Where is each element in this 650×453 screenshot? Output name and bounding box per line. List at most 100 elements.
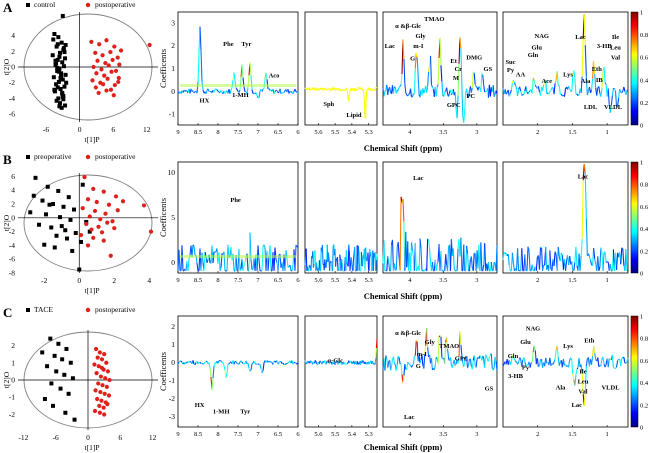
x-tick-label: 5.4	[348, 431, 357, 438]
spectrum-segment	[521, 93, 524, 96]
legend-marker-control	[26, 3, 30, 7]
spectrum-segment	[452, 248, 455, 269]
colorbar-tick: 0	[640, 123, 643, 130]
spectrum-segment	[286, 257, 289, 268]
metabolite-label: LDL	[584, 104, 598, 111]
score-point-postoperative	[99, 398, 104, 403]
spectrum-segment	[435, 264, 438, 271]
spectrum-segment	[575, 369, 578, 376]
spectrum-segment	[600, 88, 603, 97]
score-point-preoperative	[66, 195, 71, 200]
spectrum-segment	[600, 358, 603, 367]
spectrum-segment	[348, 244, 350, 252]
spectrum-segment	[487, 262, 490, 271]
spectrum-segment	[202, 363, 205, 365]
score-point-control	[54, 61, 59, 66]
metabolite-label: M	[453, 75, 459, 82]
x-tick-label: 4	[408, 277, 412, 284]
spectrum-segment	[261, 88, 264, 92]
score-point-preoperative	[47, 202, 52, 207]
score-point-postoperative	[118, 48, 124, 53]
spectrum-segment	[479, 355, 482, 358]
spectrum-segment	[407, 361, 410, 364]
spectrum-segment	[545, 357, 548, 364]
score-point-control	[55, 42, 60, 47]
colorbar-tick: 0.6	[640, 55, 649, 62]
spectrum-segment	[336, 88, 339, 91]
spectrum-segment	[584, 366, 587, 393]
spectrum-segment	[480, 73, 483, 92]
spectrum-segment	[614, 90, 618, 107]
spectrum-segment	[517, 361, 520, 365]
metabolite-label: HX	[200, 97, 210, 104]
spectrum-segment	[243, 262, 246, 267]
spectrum-segment	[374, 358, 377, 364]
metabolite-label: Aco	[269, 73, 280, 80]
spectrum-segment	[239, 268, 242, 272]
spectrum-segment	[398, 357, 401, 365]
score-point-TACE	[72, 417, 77, 422]
spectrum-segment	[419, 359, 422, 364]
spectrum-segment	[337, 361, 340, 365]
score-point-preoperative	[44, 212, 48, 217]
spectrum-segment	[371, 89, 374, 92]
spectrum-segment	[599, 247, 602, 268]
metabolite-label: Eth	[592, 66, 603, 73]
spectrum-segment	[367, 252, 370, 271]
loading-x-label: Chemical Shift (ppm)	[364, 291, 443, 301]
spectrum-segment	[514, 84, 518, 90]
spectrum-segment	[423, 90, 426, 94]
spectrum-segment	[607, 358, 610, 368]
score-point-preoperative	[79, 239, 83, 244]
score-x-tick: -6	[43, 125, 49, 134]
spectrum-segment	[284, 250, 287, 271]
spectrum-segment	[223, 251, 226, 271]
score-point-postoperative	[102, 391, 107, 396]
score-point-preoperative	[56, 188, 61, 193]
score-point-postoperative	[101, 189, 106, 194]
spectrum-segment	[470, 256, 473, 269]
spectrum-segment	[484, 243, 487, 271]
spectrum-segment	[559, 252, 562, 262]
spectrum-segment	[511, 354, 514, 359]
score-point-preoperative	[73, 231, 78, 235]
spectrum-segment	[268, 88, 271, 91]
spectrum-segment	[255, 92, 258, 96]
score-point-TACE	[62, 372, 67, 377]
spectrum-segment	[578, 358, 581, 368]
spectrum-segment	[626, 357, 629, 363]
loading-x-label: Chemical Shift (ppm)	[364, 442, 443, 452]
spectrum-segment	[466, 88, 469, 96]
spectrum-segment	[228, 362, 231, 365]
spectrum-segment	[408, 93, 410, 95]
spectrum-segment	[572, 373, 575, 380]
spectrum-segment	[196, 263, 199, 271]
loading-y-tick: 2	[171, 322, 175, 331]
spectrum-segment	[322, 263, 325, 266]
spectrum-segment	[583, 392, 586, 406]
spectrum-segment	[505, 92, 508, 95]
baseline-band	[180, 255, 296, 259]
score-point-postoperative	[103, 376, 108, 381]
score-point-postoperative	[85, 243, 91, 248]
score-point-postoperative	[141, 203, 147, 208]
score-point-postoperative	[99, 365, 105, 371]
spectrum-segment	[321, 87, 324, 91]
spectrum-segment	[313, 250, 316, 265]
spectrum-segment	[208, 362, 211, 369]
spectrum-segment	[602, 357, 605, 365]
spectrum-segment	[424, 345, 427, 354]
spectrum-segment	[362, 360, 365, 363]
spectrum-segment	[538, 359, 542, 366]
colorbar-tick: 0.8	[640, 32, 648, 39]
spectrum-segment	[585, 218, 588, 256]
spectrum-segment	[573, 262, 576, 271]
spectrum-segment	[596, 87, 599, 96]
spectrum-segment	[395, 246, 398, 270]
spectrum-segment	[387, 256, 390, 263]
spectrum-segment	[465, 245, 468, 271]
loading-y-tick: 1	[171, 340, 175, 349]
x-tick-label: 5.5	[331, 129, 339, 136]
spectrum-segment	[548, 91, 551, 95]
score-point-postoperative	[106, 202, 112, 207]
